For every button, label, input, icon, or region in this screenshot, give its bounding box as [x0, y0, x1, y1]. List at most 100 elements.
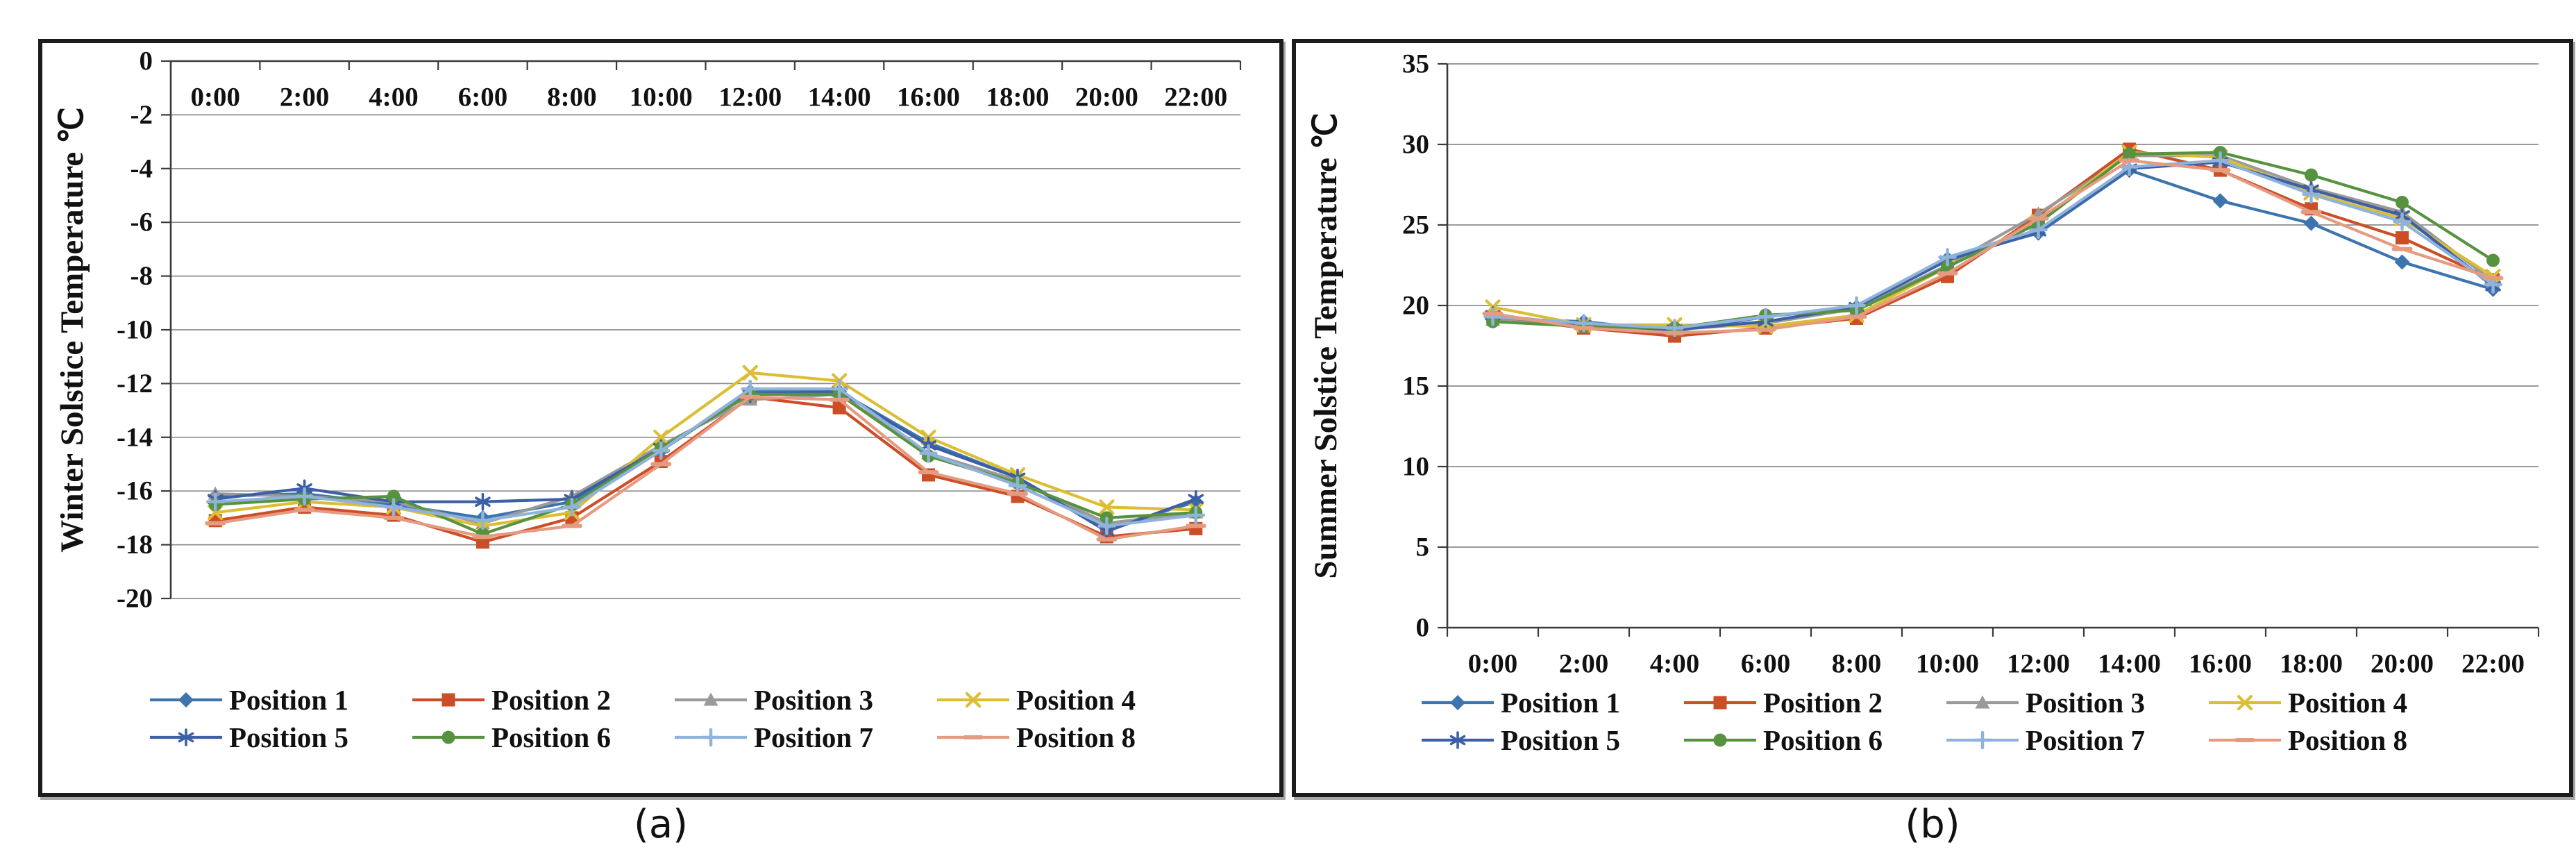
y-tick-label: -2 [131, 100, 153, 130]
x-tick-label: 8:00 [547, 83, 597, 112]
gridlines [1447, 63, 2539, 628]
x-tick-label: 4:00 [1650, 649, 1700, 679]
x-axis-tick-labels: 0:00 2:00 4:00 6:00 8:00 10:00 12:00 14:00 16:00… [1468, 649, 2525, 679]
legend-item-position-2: Position 2 [1684, 687, 1883, 719]
y-tick-label: 5 [1416, 533, 1430, 562]
marker-plus-position-7 [1186, 505, 1206, 525]
legend-label-position-1: Position 1 [229, 684, 348, 716]
legend-label-position-5: Position 5 [1501, 724, 1620, 756]
x-tick-label: 18:00 [986, 83, 1049, 112]
x-axis-tick-labels: 0:00 2:00 4:00 6:00 8:00 10:00 12:00 14:00 16:00… [190, 83, 1227, 112]
marker-diamond-position-1 [2212, 193, 2228, 209]
legend-marker-square-position-2 [441, 693, 455, 707]
x-tick-label: 22:00 [2461, 649, 2525, 679]
y-tick-label: 0 [1416, 613, 1430, 643]
legend-label-position-4: Position 4 [2288, 687, 2407, 719]
marker-square-position-2 [2396, 231, 2409, 245]
marker-plus-position-7 [562, 498, 582, 517]
legend-label-position-5: Position 5 [229, 721, 348, 753]
x-tick-label: 6:00 [1741, 649, 1791, 679]
legend-label-position-2: Position 2 [491, 684, 611, 716]
series-position-3 [208, 387, 1204, 530]
legend-label-position-6: Position 6 [1763, 724, 1883, 756]
y-tick-label: -18 [117, 530, 153, 560]
axes [1438, 62, 2540, 637]
x-tick-label: 16:00 [2189, 649, 2252, 679]
y-axis-tick-labels: 35 30 25 20 15 10 5 0 [1402, 49, 1429, 643]
legend-marker-x-position-4 [2237, 694, 2253, 711]
legend-marker-plus-position-7 [701, 728, 721, 747]
marker-diamond-position-1 [2394, 254, 2410, 270]
y-tick-label: 25 [1402, 210, 1429, 240]
axes [161, 60, 1242, 600]
legend-label-position-7: Position 7 [754, 721, 873, 753]
marker-x-position-4 [653, 429, 669, 445]
legend-item-position-3: Position 3 [675, 684, 873, 716]
legend-item-position-3: Position 3 [1946, 687, 2145, 719]
x-tick-label: 12:00 [2007, 649, 2070, 679]
marker-circle-position-6 [387, 489, 401, 503]
series-position-7 [1483, 151, 2502, 337]
series-position-6 [208, 387, 1203, 541]
legend-label-position-7: Position 7 [2026, 724, 2145, 756]
y-tick-label: -8 [131, 261, 153, 291]
x-tick-label: 0:00 [1468, 649, 1518, 679]
series-line-position-7 [1491, 159, 2495, 330]
legend-item-position-8: Position 8 [2209, 724, 2407, 756]
series-line-position-1 [1491, 169, 2495, 333]
legend-item-position-2: Position 2 [412, 684, 611, 716]
marker-plus-position-7 [384, 498, 403, 517]
caption-b: (b) [1905, 802, 1960, 847]
y-tick-label: -4 [131, 153, 153, 183]
legend-item-position-5: Position 5 [150, 721, 348, 753]
series-position-8 [1482, 158, 2504, 335]
legend-label-position-3: Position 3 [2026, 687, 2145, 719]
summer-solstice-chart: 35 30 25 20 15 10 5 0 0:00 2:00 4:00 6:00 8:00 10:00 1… [1308, 49, 2540, 756]
marker-plus-position-7 [919, 444, 938, 463]
marker-plus-position-7 [1756, 307, 1775, 326]
winter-solstice-chart: 0 -2 -4 -6 -8 -10 -12 -14 -16 -18 -20 0:00 2:00 4:00 6… [54, 47, 1242, 753]
legend-item-position-8: Position 8 [937, 721, 1136, 753]
x-tick-label: 16:00 [897, 83, 960, 112]
legend-item-position-6: Position 6 [1684, 724, 1883, 756]
x-tick-label: 20:00 [1075, 83, 1138, 112]
y-tick-label: 35 [1402, 49, 1429, 79]
y-tick-label: 20 [1402, 291, 1429, 321]
x-tick-label: 2:00 [280, 83, 330, 112]
x-tick-label: 12:00 [718, 83, 782, 112]
x-tick-label: 10:00 [630, 83, 693, 112]
legend-marker-triangle-position-3 [1975, 695, 1990, 709]
legend-item-position-6: Position 6 [412, 721, 611, 753]
legend-marker-diamond-position-1 [178, 692, 194, 708]
marker-plus-position-7 [741, 379, 759, 399]
marker-x-position-4 [742, 365, 758, 381]
x-tick-label: 22:00 [1164, 83, 1227, 112]
legend-label-position-2: Position 2 [1763, 687, 1883, 719]
marker-circle-position-6 [2123, 147, 2136, 161]
marker-diamond-position-1 [2303, 215, 2319, 231]
legend-item-position-5: Position 5 [1422, 724, 1620, 756]
x-tick-label: 4:00 [369, 83, 419, 112]
legend-marker-star-position-5 [1449, 731, 1466, 749]
series-line-position-7 [214, 387, 1197, 528]
legend-marker-plus-position-7 [1973, 730, 1992, 750]
legend-item-position-7: Position 7 [1946, 724, 2145, 756]
series-line-position-8 [1491, 159, 2495, 335]
legend-item-position-7: Position 7 [675, 721, 873, 753]
series-line-position-8 [214, 395, 1197, 541]
legend-marker-square-position-2 [1713, 696, 1727, 710]
marker-plus-position-7 [1847, 296, 1866, 315]
legend-label-position-8: Position 8 [2288, 724, 2407, 756]
marker-plus-position-7 [652, 441, 671, 460]
caption-a: (a) [633, 802, 688, 847]
legend-label-position-8: Position 8 [1016, 721, 1136, 753]
legend-label-position-3: Position 3 [754, 684, 873, 716]
x-tick-label: 0:00 [190, 83, 240, 112]
series-position-8 [205, 394, 1206, 542]
x-tick-label: 2:00 [1559, 649, 1609, 679]
series-position-2 [208, 390, 1203, 549]
y-tick-label: -14 [117, 422, 153, 452]
legend-label-position-6: Position 6 [491, 721, 611, 753]
marker-circle-position-6 [2396, 196, 2409, 210]
